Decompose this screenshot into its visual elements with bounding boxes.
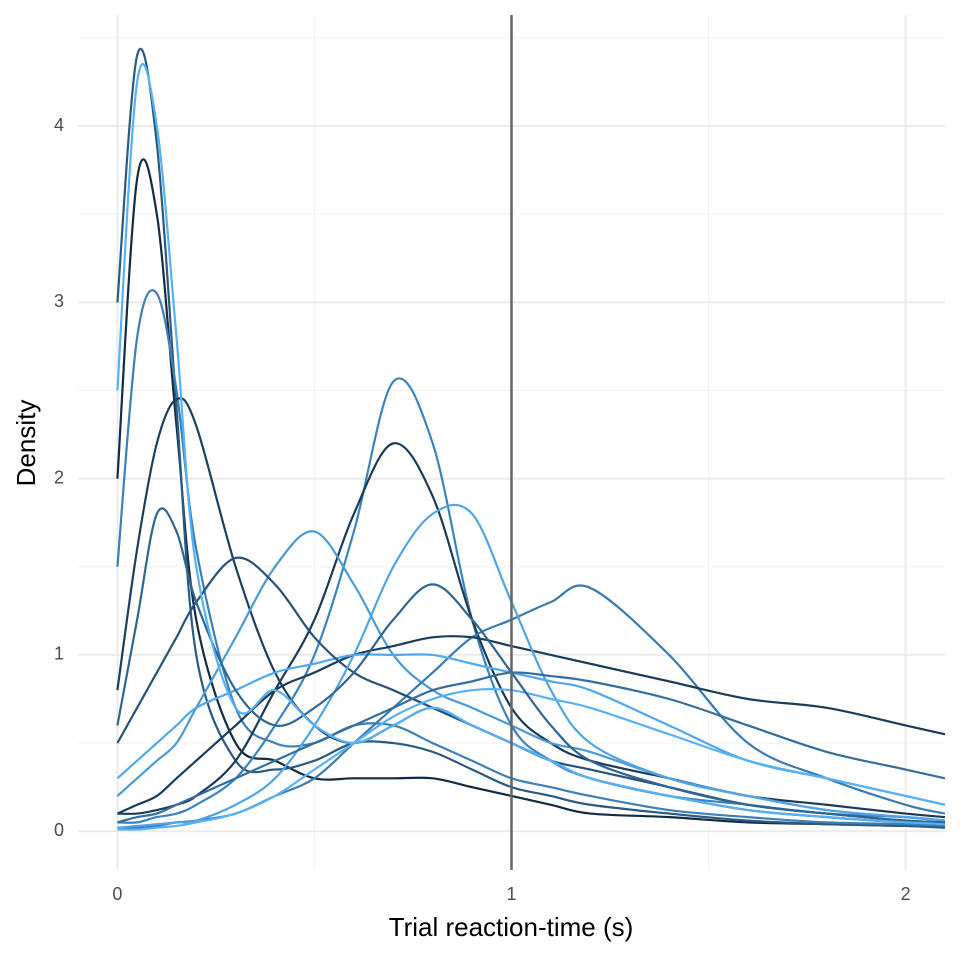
- density-line: [117, 687, 945, 831]
- y-tick-label: 4: [54, 115, 64, 135]
- density-line: [116, 507, 945, 824]
- density-line: [117, 442, 945, 819]
- y-axis-title: Density: [11, 400, 41, 487]
- y-tick-label: 3: [54, 291, 64, 311]
- density-line: [116, 63, 945, 826]
- density-line: [117, 377, 945, 824]
- density-line: [116, 47, 945, 829]
- x-tick-label: 0: [112, 884, 122, 904]
- density-line: [116, 289, 945, 828]
- x-tick-label: 2: [901, 884, 911, 904]
- density-line: [117, 503, 945, 829]
- density-line: [116, 158, 945, 828]
- density-line: [117, 671, 945, 824]
- y-tick-label: 0: [54, 820, 64, 840]
- plot-panel: [116, 15, 945, 870]
- x-tick-label: 1: [506, 884, 516, 904]
- density-line: [116, 635, 945, 815]
- x-axis-title: Trial reaction-time (s): [389, 912, 634, 942]
- y-tick-label: 2: [54, 467, 64, 487]
- y-tick-label: 1: [54, 644, 64, 664]
